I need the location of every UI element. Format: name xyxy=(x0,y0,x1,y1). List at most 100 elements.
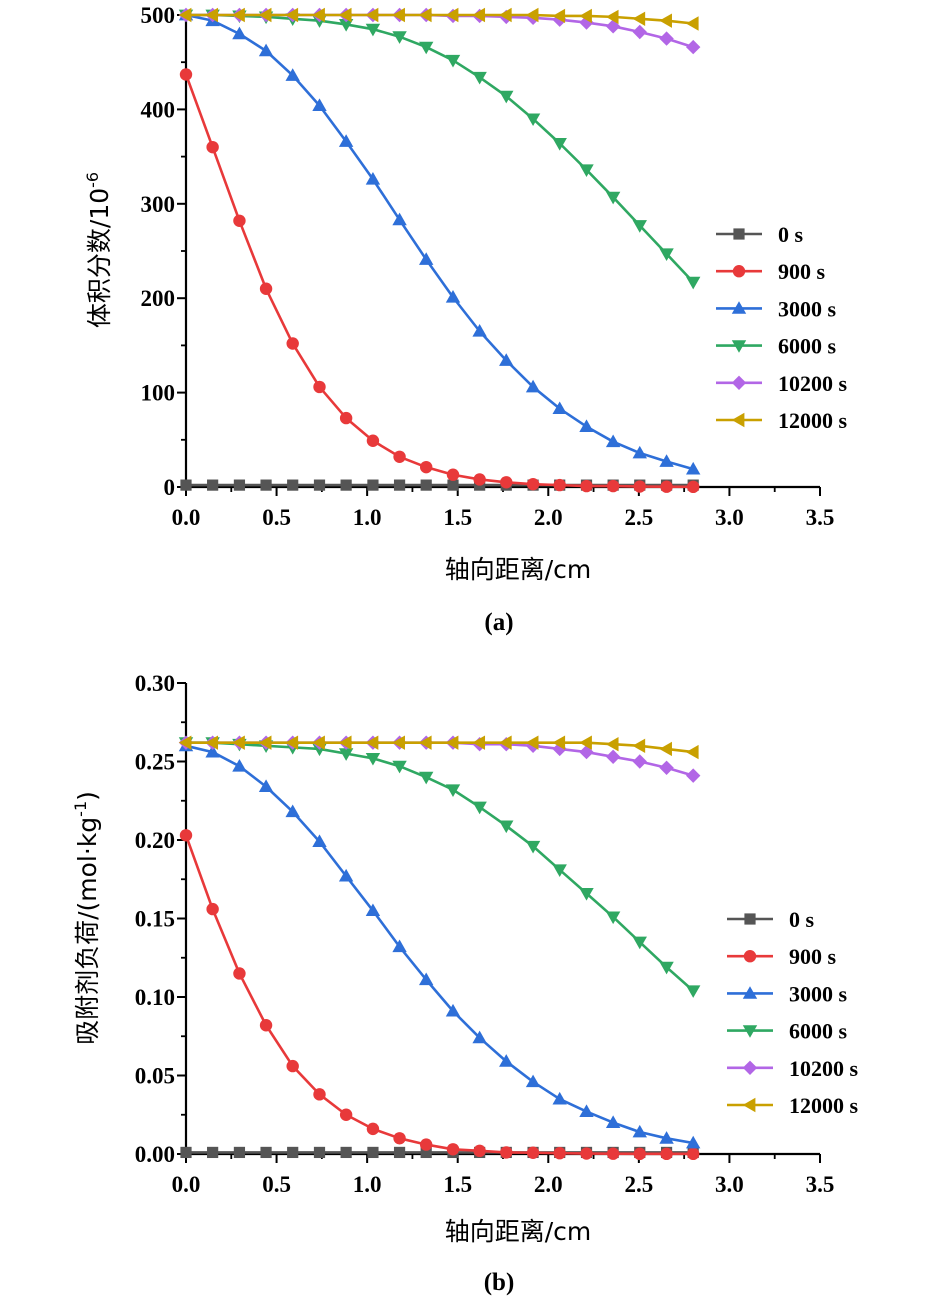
x-tick-label: 2.5 xyxy=(624,1172,653,1197)
y-tick-label: 100 xyxy=(141,381,176,406)
data-point xyxy=(579,735,592,750)
data-point xyxy=(552,8,566,24)
data-point xyxy=(205,7,219,23)
panel-label: (a) xyxy=(484,609,513,636)
y-tick-label: 0.05 xyxy=(135,1064,175,1089)
data-point xyxy=(232,7,245,23)
data-point xyxy=(418,7,432,23)
data-point xyxy=(178,7,192,23)
legend-marker xyxy=(742,1097,756,1113)
legend-marker xyxy=(744,913,756,925)
data-point xyxy=(418,252,434,265)
data-point xyxy=(445,784,461,797)
data-point xyxy=(418,41,434,55)
data-point xyxy=(232,735,245,750)
series-line xyxy=(185,13,694,471)
data-point xyxy=(633,1147,646,1161)
x-tick-label: 0.5 xyxy=(262,505,291,530)
data-point xyxy=(499,820,514,834)
data-point xyxy=(392,760,407,774)
data-point xyxy=(605,191,621,205)
data-point xyxy=(365,903,381,917)
data-point xyxy=(472,801,487,815)
data-point xyxy=(606,479,620,493)
series-3000s xyxy=(178,738,701,1149)
data-point xyxy=(605,737,619,752)
legend: 0 s 900 s 3000 s 6000 s 10200 s 12000 s xyxy=(727,907,859,1118)
series-line xyxy=(185,744,694,1145)
data-point xyxy=(660,480,673,493)
data-point xyxy=(553,1147,566,1160)
data-point xyxy=(287,479,299,491)
data-point xyxy=(365,23,381,37)
data-point xyxy=(552,741,567,757)
data-point xyxy=(338,19,354,32)
data-point xyxy=(312,98,327,112)
legend-item: 900 s xyxy=(727,944,837,969)
data-point xyxy=(340,1146,352,1159)
data-point xyxy=(686,1135,701,1149)
data-point xyxy=(258,779,274,793)
x-axis-label: 轴向距离/cm xyxy=(445,555,592,584)
data-point xyxy=(500,476,513,489)
series-6000s xyxy=(178,737,701,998)
legend-label: 0 s xyxy=(789,907,815,932)
x-tick-label: 2.0 xyxy=(534,1172,563,1197)
data-point xyxy=(418,771,434,785)
series-900s xyxy=(179,829,700,1161)
data-point xyxy=(686,16,699,31)
x-axis-label: 轴向距离/cm xyxy=(445,1217,592,1246)
legend-label: 6000 s xyxy=(789,1019,848,1044)
data-point xyxy=(632,936,647,950)
legend-marker xyxy=(731,375,747,390)
data-point xyxy=(420,479,432,491)
data-point xyxy=(392,7,405,23)
series-900s xyxy=(179,68,700,494)
data-point xyxy=(472,71,487,85)
data-point xyxy=(686,744,699,760)
y-tick-label: 0.25 xyxy=(135,750,175,775)
data-point xyxy=(605,19,621,34)
data-point xyxy=(659,13,672,28)
data-point xyxy=(339,411,353,425)
legend-item: 10200 s xyxy=(727,1056,859,1081)
data-point xyxy=(605,9,619,25)
data-point xyxy=(365,752,381,766)
data-point xyxy=(206,140,219,154)
data-point xyxy=(579,1104,594,1118)
data-point xyxy=(392,31,407,44)
legend-label: 3000 s xyxy=(789,981,848,1006)
data-point xyxy=(366,1122,380,1136)
data-point xyxy=(260,1146,272,1159)
data-point xyxy=(525,840,541,854)
legend-marker xyxy=(742,1060,758,1075)
data-point xyxy=(552,735,566,750)
data-point xyxy=(232,759,247,772)
legend: 0 s 900 s 3000 s 6000 s 10200 s 12000 s xyxy=(716,222,848,433)
data-point xyxy=(472,324,487,337)
data-point xyxy=(526,477,540,491)
data-point xyxy=(579,164,594,178)
data-point xyxy=(552,137,567,151)
data-point xyxy=(313,380,326,394)
data-point xyxy=(499,353,514,366)
legend-item: 900 s xyxy=(716,259,826,284)
data-point xyxy=(659,1131,674,1144)
legend-marker xyxy=(731,340,747,353)
legend-label: 3000 s xyxy=(778,296,837,321)
data-point xyxy=(259,1019,273,1032)
data-point xyxy=(419,460,433,474)
data-point xyxy=(180,479,192,491)
data-point xyxy=(659,454,674,467)
data-point xyxy=(499,735,512,750)
data-point xyxy=(340,479,352,491)
data-point xyxy=(686,768,701,783)
data-point xyxy=(232,26,247,40)
data-point xyxy=(632,220,647,233)
x-tick-label: 1.0 xyxy=(353,1172,382,1197)
legend-label: 10200 s xyxy=(778,371,848,396)
series-12000s xyxy=(178,7,699,31)
data-point xyxy=(286,1059,299,1073)
data-point xyxy=(287,1146,299,1159)
